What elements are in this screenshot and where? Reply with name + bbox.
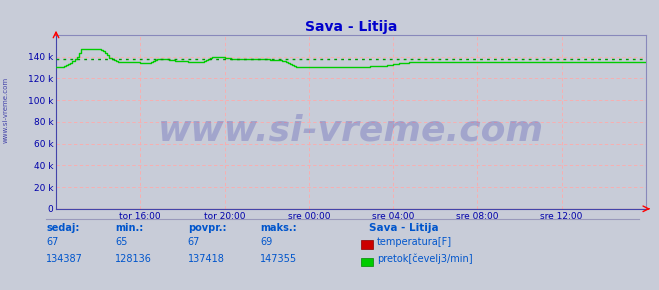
Text: 67: 67 — [188, 237, 200, 247]
Text: maks.:: maks.: — [260, 222, 297, 233]
Text: www.si-vreme.com: www.si-vreme.com — [2, 77, 9, 143]
Text: 134387: 134387 — [46, 254, 83, 264]
Text: pretok[čevelj3/min]: pretok[čevelj3/min] — [377, 254, 473, 264]
Text: www.si-vreme.com: www.si-vreme.com — [158, 113, 544, 148]
Text: 147355: 147355 — [260, 254, 297, 264]
Text: 65: 65 — [115, 237, 128, 247]
Text: Sava - Litija: Sava - Litija — [369, 222, 439, 233]
Text: 69: 69 — [260, 237, 273, 247]
Text: min.:: min.: — [115, 222, 144, 233]
Text: sedaj:: sedaj: — [46, 222, 80, 233]
Text: 137418: 137418 — [188, 254, 225, 264]
Text: 128136: 128136 — [115, 254, 152, 264]
Text: 67: 67 — [46, 237, 59, 247]
Text: temperatura[F]: temperatura[F] — [377, 237, 452, 247]
Title: Sava - Litija: Sava - Litija — [304, 20, 397, 34]
Text: povpr.:: povpr.: — [188, 222, 226, 233]
